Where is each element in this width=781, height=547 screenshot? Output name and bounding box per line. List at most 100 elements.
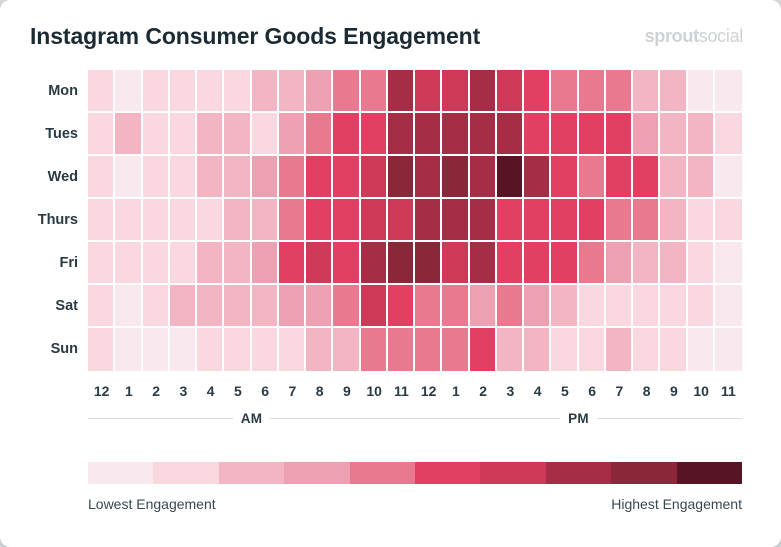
heatmap-row: Wed [48, 156, 742, 199]
hour-tick: 9 [669, 383, 678, 399]
heatmap-row: Tues [45, 113, 742, 156]
heatmap-cell [578, 113, 606, 156]
legend-swatch [218, 462, 285, 484]
heatmap-cell [278, 70, 306, 113]
heatmap-cell [469, 156, 497, 199]
heatmap-cell [306, 242, 334, 285]
heatmap-cell [633, 242, 661, 285]
hour-tick: 2 [152, 383, 161, 399]
logo-word-sprout: sprout [644, 26, 700, 46]
heatmap-cell [115, 328, 143, 371]
heatmap-cell [578, 70, 606, 113]
heatmap-cell [469, 199, 497, 242]
heatmap-cell [415, 70, 443, 113]
heatmap-section: Mon Tues Wed Thurs Fri Sat Sun 12 1 2 3 4 5 6 7 8 9 10 11… [0, 70, 781, 426]
heatmap-cell [524, 70, 552, 113]
sproutsocial-logo: sproutsocial [644, 26, 744, 47]
hour-tick: 2 [479, 383, 488, 399]
page-title: Instagram Consumer Goods Engagement [30, 23, 481, 49]
heatmap-cell [360, 156, 388, 199]
heatmap-cell [605, 199, 633, 242]
legend-gradient-bar [88, 462, 743, 484]
heatmap-cell [578, 156, 606, 199]
heatmap-cell [524, 156, 552, 199]
legend-swatch [88, 462, 154, 484]
heatmap-cell [169, 328, 197, 371]
heatmap-cell [496, 70, 524, 113]
heatmap-cell [197, 285, 225, 328]
heatmap-cell [197, 328, 225, 371]
heatmap-cell [197, 199, 225, 242]
hour-tick: 1 [124, 383, 133, 399]
heatmap-cell [360, 328, 388, 371]
heatmap-cell [524, 285, 552, 328]
heatmap-cell [442, 199, 470, 242]
heatmap-cell [687, 328, 715, 371]
legend-swatch [611, 462, 677, 484]
heatmap-cell [224, 70, 252, 113]
heatmap-cell [660, 156, 688, 199]
heatmap-cell [660, 70, 688, 113]
heatmap-cell [633, 328, 661, 371]
heatmap-cell [551, 242, 579, 285]
legend-swatch [284, 462, 350, 484]
day-label-fri: Fri [59, 255, 78, 271]
heatmap-cell [496, 328, 524, 371]
heatmap-cell [88, 285, 116, 328]
heatmap-cell [333, 285, 361, 328]
heatmap-cell [360, 199, 388, 242]
heatmap-cell [197, 242, 225, 285]
heatmap-cell [224, 156, 252, 199]
heatmap-cell [605, 242, 633, 285]
legend-swatch [153, 462, 219, 484]
hour-tick: 4 [533, 383, 542, 399]
heatmap-cell [469, 113, 497, 156]
heatmap-cell [442, 242, 470, 285]
pm-line-right [596, 418, 743, 419]
heatmap-cell [278, 113, 306, 156]
heatmap-cell [169, 70, 197, 113]
heatmap-cell [524, 113, 552, 156]
heatmap-cell [387, 113, 415, 156]
heatmap-cell [578, 199, 606, 242]
heatmap-cell [115, 113, 143, 156]
hour-axis: 12 1 2 3 4 5 6 7 8 9 10 11 12 1 2 3 4 5 6 7 8 9 10 11 [88, 383, 742, 399]
day-label-sun: Sun [50, 341, 78, 357]
heatmap-cell [224, 113, 252, 156]
legend-swatch [676, 462, 743, 484]
heatmap-cell [88, 70, 116, 113]
heatmap-cell [687, 156, 715, 199]
heatmap-cell [687, 70, 715, 113]
heatmap-cell [360, 285, 388, 328]
heatmap-cell [415, 113, 443, 156]
heatmap-cell [306, 113, 334, 156]
heatmap-cell [251, 199, 279, 242]
heatmap-cell [415, 328, 443, 371]
heatmap-cell [115, 242, 143, 285]
heatmap-cell [197, 70, 225, 113]
day-label-mon: Mon [48, 83, 78, 99]
heatmap-cell [605, 70, 633, 113]
am-group: AM [88, 411, 416, 426]
heatmap-cell [660, 199, 688, 242]
heatmap-cell [387, 156, 415, 199]
legend-swatch [480, 462, 546, 484]
heatmap-row: Thurs [38, 199, 742, 242]
heatmap-cell [687, 113, 715, 156]
heatmap-cell [524, 328, 552, 371]
heatmap-cell [551, 285, 579, 328]
heatmap-cell [278, 242, 306, 285]
day-label-thurs: Thurs [37, 212, 78, 228]
heatmap-cell [142, 242, 170, 285]
heatmap-cell [469, 242, 497, 285]
heatmap-cell [551, 156, 579, 199]
day-label-sat: Sat [55, 298, 78, 314]
heatmap-cell [224, 242, 252, 285]
heatmap-cell [387, 70, 415, 113]
heatmap-cell [306, 285, 334, 328]
day-label-wed: Wed [47, 169, 78, 185]
heatmap-cell [306, 156, 334, 199]
heatmap-cell [88, 113, 116, 156]
heatmap-cell [278, 328, 306, 371]
